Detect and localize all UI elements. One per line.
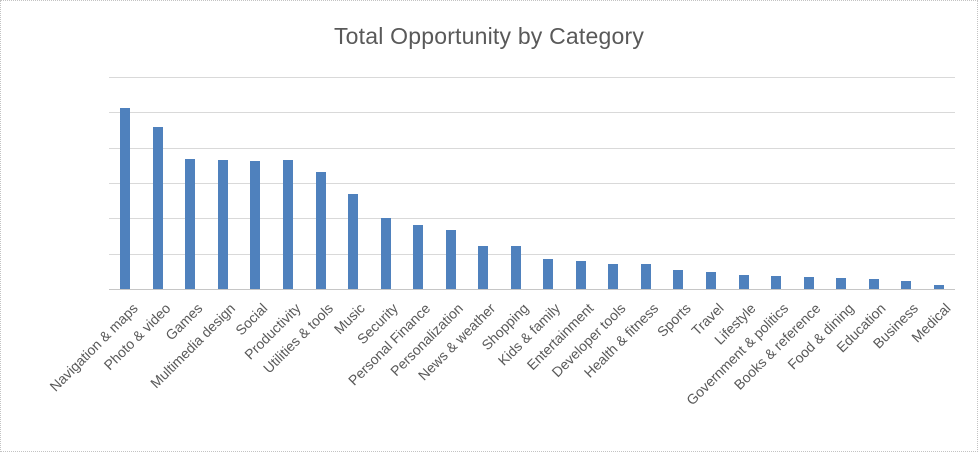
bar: [120, 108, 131, 289]
bar: [575, 261, 586, 289]
x-axis-label: Sports: [653, 300, 694, 340]
gridline: [109, 77, 955, 78]
bar: [608, 264, 619, 289]
bar: [933, 285, 944, 289]
bar: [673, 270, 684, 289]
gridline: [109, 112, 955, 114]
bar: [185, 159, 196, 289]
bar: [510, 246, 521, 289]
bar: [836, 278, 847, 289]
bar: [868, 279, 879, 289]
bar: [901, 281, 912, 289]
gridline: [109, 183, 955, 184]
gridline: [109, 218, 955, 220]
gridline: [109, 253, 955, 255]
bar: [640, 264, 651, 289]
bar: [315, 172, 326, 289]
bar: [803, 277, 814, 289]
bar: [348, 194, 359, 289]
bar: [445, 230, 456, 289]
bar: [217, 160, 228, 289]
gridline: [109, 147, 955, 149]
bar: [738, 275, 749, 289]
bar: [705, 272, 716, 289]
bar: [282, 160, 293, 289]
bar: [380, 218, 391, 289]
bar: [152, 127, 163, 289]
bar: [478, 246, 489, 289]
bar: [771, 276, 782, 289]
x-axis-line: [109, 289, 955, 290]
bar: [543, 259, 554, 289]
bar: [250, 161, 261, 289]
chart-title: Total Opportunity by Category: [333, 23, 645, 49]
bar: [413, 225, 424, 289]
